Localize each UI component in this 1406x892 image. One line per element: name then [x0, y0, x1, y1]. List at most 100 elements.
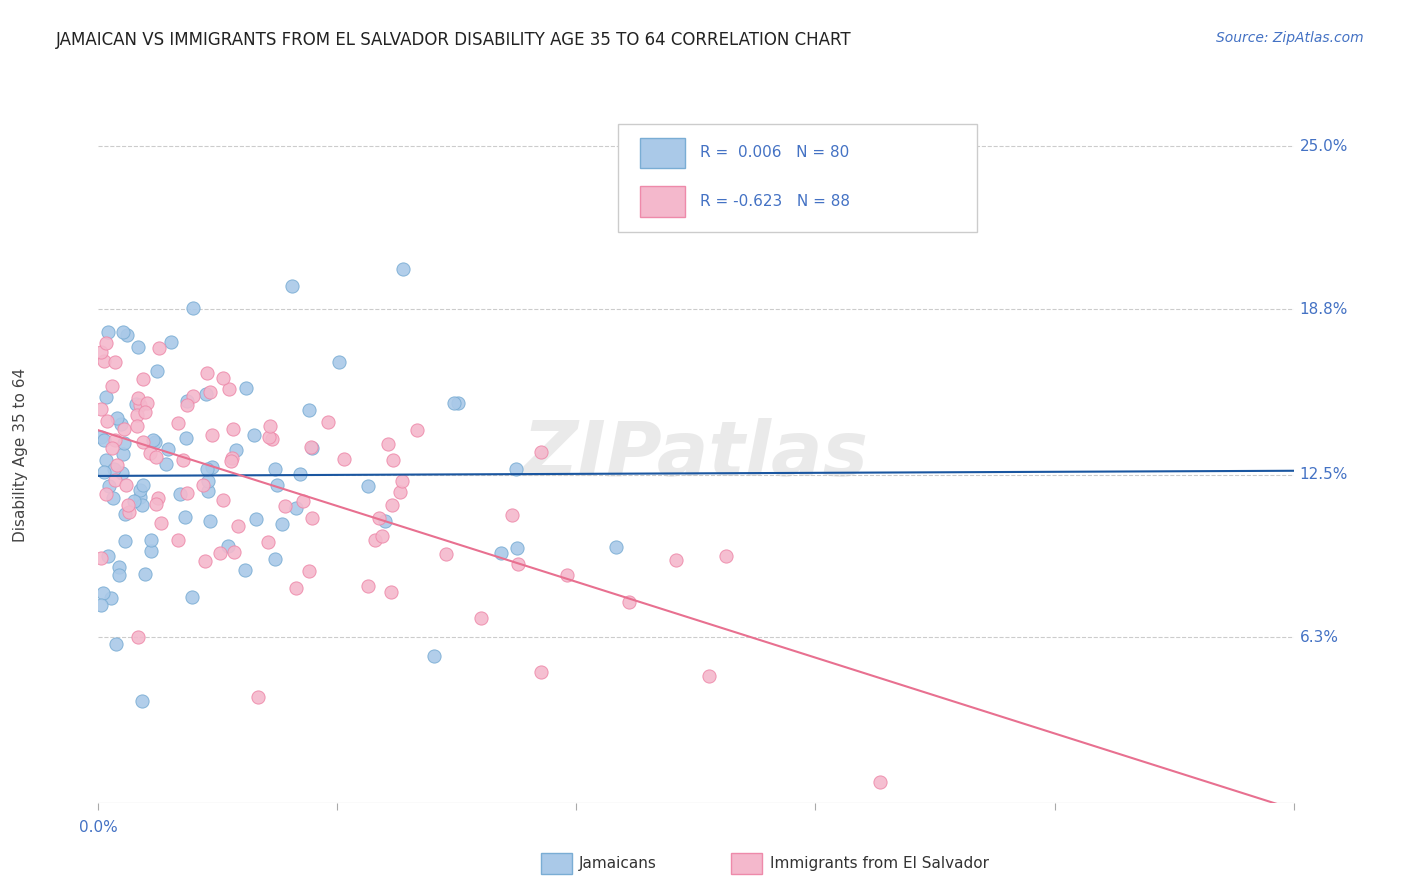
Point	[371, 529, 394, 543]
Point	[127, 630, 149, 644]
Point	[291, 494, 314, 508]
Point	[115, 327, 138, 342]
Point	[132, 478, 155, 492]
Text: 6.3%: 6.3%	[1299, 630, 1339, 645]
Point	[406, 423, 429, 437]
Point	[301, 510, 323, 524]
Point	[266, 478, 288, 492]
Point	[605, 540, 627, 554]
Point	[447, 395, 470, 409]
Point	[222, 422, 245, 436]
Point	[506, 541, 529, 556]
Point	[169, 486, 191, 500]
Point	[219, 454, 242, 468]
Point	[111, 466, 134, 480]
Point	[142, 433, 165, 447]
Point	[555, 567, 578, 582]
Point	[377, 437, 399, 451]
FancyBboxPatch shape	[640, 186, 685, 217]
Point	[110, 417, 132, 432]
Point	[143, 435, 166, 450]
Point	[91, 586, 114, 600]
Point	[96, 414, 118, 428]
Point	[176, 486, 198, 500]
Point	[114, 436, 136, 450]
Point	[284, 501, 307, 516]
Point	[530, 445, 553, 459]
Point	[107, 560, 129, 574]
Point	[506, 558, 529, 572]
Point	[422, 648, 444, 663]
Point	[316, 415, 339, 429]
Text: ZIPatlas: ZIPatlas	[523, 418, 869, 491]
Point	[90, 550, 112, 565]
Point	[222, 544, 245, 558]
Point	[97, 326, 120, 340]
FancyBboxPatch shape	[640, 137, 685, 169]
Point	[260, 432, 283, 446]
Point	[226, 519, 249, 533]
Point	[118, 505, 141, 519]
Point	[156, 442, 179, 457]
Point	[97, 549, 120, 563]
Point	[125, 419, 148, 434]
Point	[181, 389, 204, 403]
Point	[363, 533, 385, 547]
Point	[117, 498, 139, 512]
Point	[141, 544, 163, 558]
Point	[131, 694, 153, 708]
Point	[101, 491, 124, 505]
Point	[176, 394, 198, 409]
Point	[145, 450, 167, 464]
Point	[132, 372, 155, 386]
Point	[145, 497, 167, 511]
Point	[259, 429, 281, 443]
Point	[111, 447, 134, 461]
Point	[103, 462, 125, 476]
Point	[127, 340, 149, 354]
Point	[111, 325, 134, 339]
Point	[200, 459, 222, 474]
Point	[218, 382, 240, 396]
Point	[176, 398, 198, 412]
Point	[98, 479, 121, 493]
Point	[617, 595, 640, 609]
Point	[104, 473, 127, 487]
Point	[245, 512, 267, 526]
Point	[114, 507, 136, 521]
Point	[221, 450, 243, 465]
Point	[93, 433, 115, 447]
Point	[225, 442, 247, 457]
Point	[299, 440, 322, 454]
Point	[173, 510, 195, 524]
Point	[194, 386, 217, 401]
Point	[233, 563, 256, 577]
Text: 18.8%: 18.8%	[1299, 301, 1348, 317]
Point	[128, 483, 150, 497]
Point	[138, 446, 160, 460]
Point	[243, 428, 266, 442]
Point	[131, 498, 153, 512]
Point	[217, 539, 239, 553]
Point	[263, 552, 285, 566]
Point	[166, 417, 188, 431]
Point	[382, 453, 405, 467]
Point	[194, 554, 217, 568]
Point	[136, 396, 159, 410]
Text: R = -0.623   N = 88: R = -0.623 N = 88	[700, 194, 849, 209]
Point	[148, 341, 170, 355]
Point	[166, 533, 188, 547]
Point	[146, 364, 169, 378]
Point	[264, 462, 287, 476]
Point	[697, 669, 720, 683]
Point	[208, 546, 231, 560]
Point	[200, 514, 222, 528]
Point	[101, 379, 124, 393]
Point	[530, 665, 553, 680]
Point	[105, 458, 128, 472]
Point	[94, 335, 117, 350]
Point	[470, 611, 492, 625]
Point	[90, 430, 112, 444]
Point	[328, 355, 350, 369]
Point	[197, 474, 219, 488]
